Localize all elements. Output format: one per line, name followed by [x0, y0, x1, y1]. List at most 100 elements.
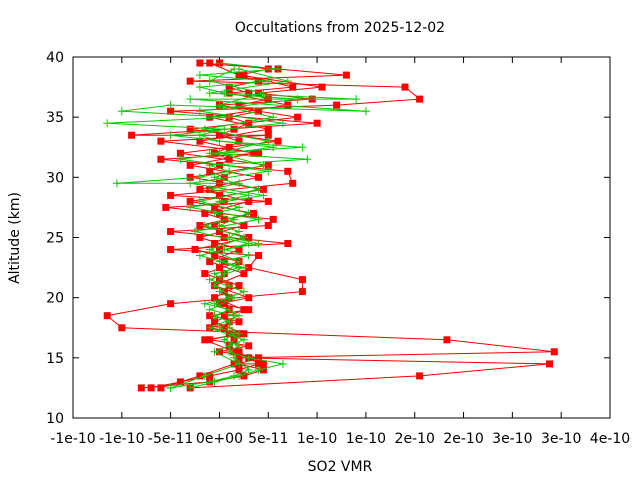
data-point — [196, 234, 204, 241]
data-point — [211, 222, 219, 229]
data-point — [235, 282, 243, 290]
data-point — [259, 89, 268, 98]
data-point — [239, 287, 248, 296]
data-point — [195, 251, 204, 260]
data-point — [245, 234, 253, 241]
x-tick-label: -5e-11 — [148, 431, 193, 447]
data-point — [443, 336, 451, 344]
data-point — [220, 312, 228, 320]
data-point — [201, 336, 209, 344]
axes: -1e-10 -1e-10 -5e-11 0e+00 5e-11 1e-10 1e-10 2e… — [46, 50, 630, 447]
x-tick-label: 1e-10 — [346, 431, 386, 447]
data-point — [245, 264, 253, 272]
series-7 — [166, 65, 302, 392]
data-point — [264, 197, 272, 205]
data-point — [157, 155, 165, 163]
data-point — [220, 335, 229, 344]
data-point — [255, 149, 262, 157]
data-point — [215, 323, 224, 332]
x-tick-label: -1e-10 — [99, 431, 144, 447]
data-point — [255, 252, 262, 259]
data-point — [211, 252, 219, 259]
data-point — [205, 305, 214, 314]
data-point — [137, 384, 145, 392]
data-point — [240, 372, 248, 380]
series-2 — [103, 59, 558, 392]
data-point — [215, 221, 224, 230]
data-point — [206, 372, 214, 380]
y-axis-label: Altitude (km) — [7, 192, 23, 284]
data-point — [289, 179, 297, 187]
data-point — [147, 384, 155, 392]
data-point — [255, 354, 262, 362]
data-point — [167, 107, 175, 115]
data-point — [274, 65, 282, 73]
data-point — [205, 245, 214, 254]
data-point — [546, 360, 553, 368]
data-point — [289, 83, 297, 91]
y-tick-label: 20 — [46, 291, 64, 307]
data-point — [230, 215, 239, 224]
data-point — [244, 365, 253, 374]
data-point — [211, 318, 219, 326]
data-point — [195, 107, 204, 116]
data-point — [211, 294, 219, 302]
y-tick-label: 35 — [46, 110, 64, 126]
data-point — [245, 306, 253, 314]
x-tick-label: 1e-10 — [297, 431, 337, 447]
data-point — [313, 119, 321, 127]
data-point — [240, 306, 248, 314]
data-point — [230, 125, 238, 133]
data-point — [186, 161, 194, 169]
data-point — [235, 246, 243, 253]
plot-area — [103, 59, 558, 392]
x-tick-label: 2e-10 — [395, 431, 435, 447]
data-point — [196, 137, 204, 145]
data-point — [235, 359, 243, 368]
data-point — [103, 119, 112, 128]
data-point — [205, 377, 214, 386]
data-point — [342, 71, 350, 79]
data-point — [186, 197, 194, 205]
data-point — [186, 203, 195, 212]
data-point — [225, 330, 233, 338]
data-point — [195, 83, 204, 92]
data-point — [235, 341, 243, 350]
data-point — [278, 359, 287, 368]
data-point — [259, 366, 267, 374]
y-tick-label: 15 — [46, 351, 64, 367]
data-point — [191, 246, 199, 253]
data-point — [210, 209, 219, 218]
data-point — [176, 149, 184, 157]
data-point — [244, 251, 253, 260]
data-point — [264, 167, 273, 176]
data-point — [254, 239, 263, 248]
data-point — [103, 312, 111, 320]
x-tick-label: 0e+00 — [196, 431, 243, 447]
data-point — [259, 185, 267, 193]
data-point — [254, 185, 263, 194]
data-point — [211, 203, 219, 211]
data-point — [167, 246, 175, 253]
data-point — [225, 323, 234, 332]
series-line — [170, 68, 298, 389]
data-point — [230, 371, 239, 380]
data-point — [216, 348, 223, 356]
data-point — [298, 288, 306, 296]
data-point — [401, 83, 409, 91]
data-point — [235, 257, 243, 266]
data-point — [157, 384, 165, 392]
data-point — [244, 209, 253, 218]
data-point — [235, 137, 243, 145]
data-point — [235, 71, 243, 79]
y-tick-label: 40 — [46, 50, 64, 66]
data-point — [361, 107, 370, 116]
data-point — [278, 119, 287, 128]
data-point — [303, 155, 312, 164]
data-point — [230, 360, 238, 368]
data-point — [186, 95, 195, 104]
data-point — [220, 258, 228, 266]
data-point — [550, 348, 558, 356]
